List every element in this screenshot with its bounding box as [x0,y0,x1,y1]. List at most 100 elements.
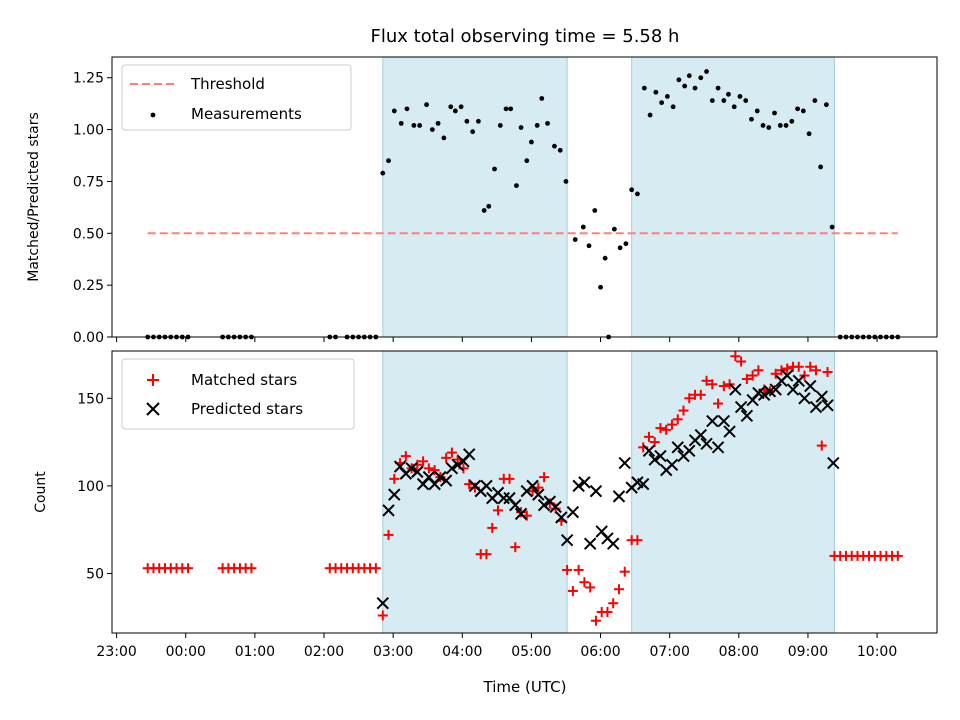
predicted-stars-point [382,504,395,517]
measurements-point [539,96,545,101]
predicted-stars-point [572,479,585,493]
measurements-point [783,123,789,128]
predicted-stars-point [462,448,476,461]
matched-stars-point [782,363,793,374]
predicted-stars-point [694,428,707,442]
measurements-point [709,98,715,103]
predicted-stars-point [636,477,650,491]
matched-stars-point [678,405,689,416]
matched-stars-point [643,431,654,442]
predicted-stars-point [607,537,620,550]
predicted-stars-point [827,456,840,470]
measurements-point [524,158,530,164]
measurements-point [726,91,731,97]
predicted-stars-point [723,425,736,438]
matched-stars-point [504,473,515,484]
matched-stars-point [567,585,578,596]
matched-stars-point [418,456,429,467]
measurements-point [653,89,659,95]
measurements-point [476,118,481,124]
predicted-stars-point [509,498,522,512]
x-tick-label: 04:00 [442,644,482,660]
matched-stars-point [753,365,764,376]
matched-stars-point [602,606,613,617]
matched-stars-point [481,549,492,560]
measurements-point [617,245,623,251]
measurements-point [458,104,464,110]
predicted-stars-point [439,474,453,487]
matched-stars-point [446,447,457,458]
matched-stars-point [672,414,683,425]
matched-stars-point [730,351,741,362]
predicted-stars-point [589,484,603,498]
measurements-point [503,106,509,112]
top-y-tick-label: 0.25 [73,278,104,294]
top-panel: 0.00 0.25 0.50 0.75 1.00 1.25 Flux total obse… [26,26,938,346]
predicted-stars-point [405,462,418,475]
bottom-legend: Matched stars Predicted stars [121,358,355,430]
measurements-point [647,112,653,118]
measurements-point [452,108,458,114]
predicted-stars-point [671,441,684,454]
predicted-stars-point [734,400,748,414]
legend-matched-label: Matched stars [191,371,297,389]
matched-stars-point [183,563,194,574]
predicted-stars-point [729,383,742,396]
matched-stars-point [776,365,787,376]
measurements-point [391,108,397,114]
measurements-point [411,123,417,128]
measurements-point [754,108,760,114]
bottom-y-axis-label: Count [33,471,49,513]
measurements-point [772,110,777,116]
measurements-point [659,100,665,106]
predicted-stars-point [717,414,731,428]
matched-stars-point [736,356,747,367]
legend-predicted-swatch [146,402,160,416]
top-shaded-regions [382,56,835,338]
measurements-point [731,104,737,110]
measurements-point [404,106,410,112]
measurements-point [737,94,743,99]
measurements-point [818,164,824,170]
matched-stars-point [695,389,706,400]
matched-stars-point [661,424,672,435]
matched-stars-point [246,563,257,574]
predicted-stars-point [665,458,679,472]
matched-stars-point [892,550,903,561]
matched-stars-point [632,535,643,546]
measurements-point [664,94,670,99]
matched-stars-point [550,503,561,514]
predicted-stars-point [648,453,661,466]
legend-predicted-label: Predicted stars [191,400,303,418]
bottom-legend-box [121,358,355,430]
matched-stars-point [666,419,677,430]
measurements-point [486,203,492,209]
x-tick-label: 03:00 [373,644,413,660]
matched-stars-point [573,564,584,575]
measurements-point [629,187,635,193]
matched-stars-point [492,505,503,516]
measurements-point [623,241,629,247]
measurements-point [692,85,698,91]
measurements-point [386,158,391,164]
matched-stars-point [799,370,810,381]
predicted-stars-point [526,479,539,493]
measurements-point [721,98,727,103]
measurements-point [497,123,503,128]
top-legend: Threshold Measurements [121,64,352,131]
top-y-tick-label: 0.75 [73,174,104,190]
predicted-stars-point [804,379,817,393]
matched-stars-point [701,375,712,386]
measurements-point [704,69,709,74]
measurements-point [586,243,592,249]
measurements-point [514,183,519,188]
bottom-shaded-region [631,350,835,634]
predicted-stars-point [642,444,656,458]
measurements-point [592,208,598,213]
predicted-stars-point [497,491,510,505]
measurements-point [518,125,524,130]
x-tick-label: 10:00 [857,644,897,660]
predicted-stars-point [376,597,389,610]
measurements-point [795,106,800,112]
